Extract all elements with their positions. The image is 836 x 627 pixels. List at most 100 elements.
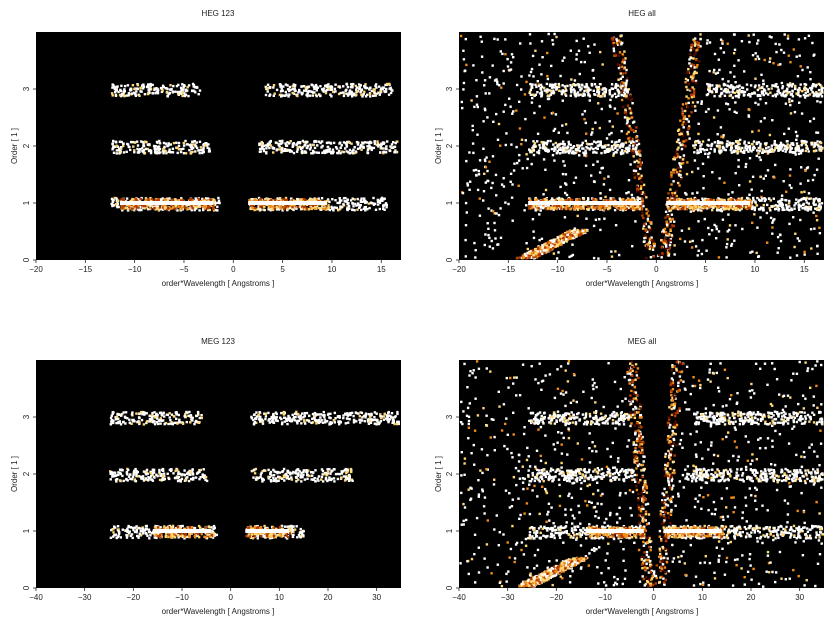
order-band-cell bbox=[609, 148, 612, 151]
order-band-cell bbox=[154, 208, 157, 211]
order-band-cell bbox=[375, 86, 378, 89]
streak-cell bbox=[538, 253, 542, 256]
noise-cell bbox=[803, 253, 806, 256]
noise-cell bbox=[697, 132, 700, 136]
noise-cell bbox=[798, 54, 801, 57]
order-core-halo-cell bbox=[677, 198, 680, 201]
order-band-cell bbox=[163, 145, 166, 149]
noise-cell bbox=[726, 238, 729, 241]
order-band-cell bbox=[342, 85, 345, 88]
order-band-cell bbox=[728, 141, 731, 144]
order-band-cell bbox=[634, 147, 638, 150]
order-band-cell bbox=[295, 207, 298, 210]
order-core-halo-cell bbox=[748, 205, 752, 209]
order-band-cell bbox=[333, 206, 336, 209]
order-band-cell bbox=[115, 144, 118, 147]
noise-cell bbox=[471, 142, 475, 145]
noise-cell bbox=[817, 157, 820, 160]
wedge-cell bbox=[697, 41, 700, 45]
wedge-cell bbox=[683, 116, 686, 119]
order-band-cell bbox=[551, 197, 554, 200]
order-band-cell bbox=[738, 209, 742, 212]
noise-cell bbox=[584, 203, 588, 207]
order-core-halo-cell bbox=[608, 206, 612, 210]
noise-cell bbox=[684, 191, 687, 195]
order-band-cell bbox=[363, 90, 366, 93]
wedge-cell bbox=[685, 118, 689, 121]
order-core-halo-cell bbox=[320, 206, 324, 210]
order-core-halo-cell bbox=[716, 206, 719, 210]
order-band-cell bbox=[142, 151, 145, 154]
noise-cell bbox=[721, 136, 725, 139]
order-core-halo-cell bbox=[577, 198, 580, 201]
order-band-cell bbox=[722, 208, 725, 211]
order-core-halo-cell bbox=[153, 206, 156, 210]
order-band-cell bbox=[366, 93, 369, 96]
noise-cell bbox=[604, 195, 607, 199]
noise-cell bbox=[756, 55, 759, 58]
streak-cell bbox=[534, 254, 537, 257]
order-band-cell bbox=[272, 86, 275, 89]
noise-cell bbox=[583, 154, 586, 157]
noise-cell bbox=[602, 183, 606, 186]
wedge-cell bbox=[633, 143, 636, 146]
order-band-cell bbox=[133, 149, 136, 152]
wedge-cell bbox=[696, 48, 699, 51]
noise-cell bbox=[788, 100, 791, 104]
order-band-cell bbox=[142, 149, 146, 152]
order-band-cell bbox=[785, 207, 789, 210]
order-band-cell bbox=[386, 140, 389, 143]
order-core-halo-cell bbox=[621, 204, 624, 207]
order-band-cell bbox=[177, 148, 181, 151]
order-core-halo-cell bbox=[685, 207, 688, 211]
noise-cell bbox=[721, 218, 725, 221]
order-band-cell bbox=[184, 139, 187, 143]
noise-cell bbox=[512, 56, 515, 59]
noise-cell bbox=[484, 233, 487, 236]
order-core-halo-cell bbox=[608, 204, 611, 207]
streak-cell bbox=[544, 246, 547, 249]
order-band-cell bbox=[321, 144, 324, 148]
order-band-cell bbox=[352, 205, 355, 208]
wedge-cell bbox=[626, 118, 629, 122]
noise-cell bbox=[577, 49, 581, 52]
wedge-cell bbox=[620, 82, 623, 85]
order-band-cell bbox=[750, 207, 754, 211]
wedge-cell bbox=[633, 160, 636, 164]
wedge-cell bbox=[669, 229, 672, 232]
wedge-cell bbox=[624, 111, 628, 114]
order-band-cell bbox=[764, 198, 767, 201]
noise-cell bbox=[488, 160, 491, 163]
noise-cell bbox=[486, 116, 489, 119]
order-core-halo-cell bbox=[133, 204, 136, 207]
order-core-halo-cell bbox=[577, 205, 580, 208]
noise-cell bbox=[754, 77, 757, 80]
order-band-cell bbox=[562, 147, 565, 151]
order-band-cell bbox=[291, 87, 294, 91]
wedge-cell bbox=[679, 119, 682, 122]
order-band-cell bbox=[184, 152, 188, 155]
order-band-cell bbox=[291, 85, 294, 88]
wedge-cell bbox=[645, 196, 648, 199]
order-band-cell bbox=[120, 140, 123, 144]
wedge-cell bbox=[692, 88, 696, 91]
order-band-cell bbox=[167, 150, 170, 153]
noise-cell bbox=[475, 95, 479, 98]
order-band-cell bbox=[272, 84, 276, 87]
noise-cell bbox=[564, 173, 568, 176]
order-core-halo-cell bbox=[736, 199, 740, 202]
order-core-halo-cell bbox=[700, 206, 703, 209]
order-core-halo-cell bbox=[249, 199, 252, 203]
order-band-cell bbox=[189, 145, 193, 149]
wedge-cell bbox=[628, 124, 631, 128]
order-band-cell bbox=[140, 140, 143, 143]
order-band-cell bbox=[291, 145, 294, 148]
order-band-cell bbox=[587, 208, 590, 211]
order-band-cell bbox=[139, 86, 142, 90]
noise-cell bbox=[499, 207, 502, 210]
order-band-cell bbox=[162, 150, 165, 153]
order-band-cell bbox=[272, 151, 275, 154]
wedge-cell bbox=[667, 254, 671, 257]
order-band-cell bbox=[134, 92, 137, 95]
noise-cell bbox=[769, 57, 772, 60]
